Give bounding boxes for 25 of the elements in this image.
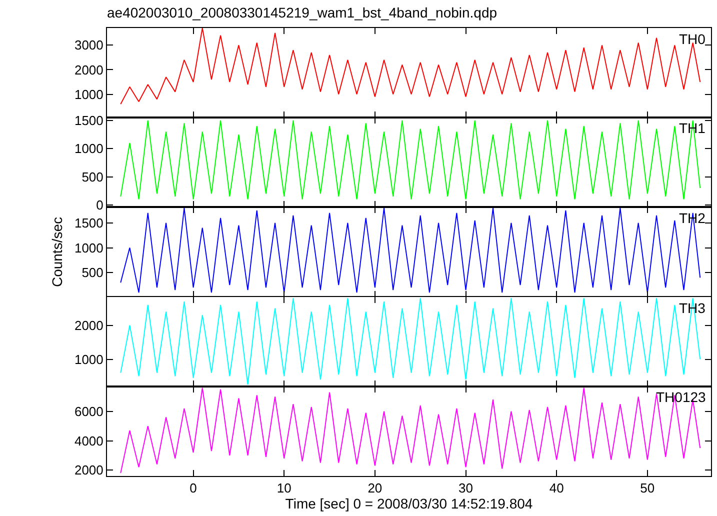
y-tick-label: 2000: [74, 318, 104, 333]
y-tick-label: 2000: [74, 62, 104, 78]
y-tick-label: 1000: [74, 141, 104, 156]
y-tick-label: 1500: [74, 112, 104, 128]
y-tick-label: 3000: [74, 38, 104, 53]
y-tick-label: 500: [82, 265, 104, 280]
chart-title: ae402003010_20080330145219_wam1_bst_4band_nobin.qdp: [107, 4, 498, 21]
x-tick-label: 40: [549, 480, 564, 496]
y-tick-label: 1500: [74, 215, 104, 230]
y-tick-label: 1000: [74, 352, 104, 367]
y-axis-title: Counts/sec: [49, 216, 66, 288]
y-tick-label: 4000: [74, 433, 104, 448]
x-tick-label: 50: [640, 480, 655, 496]
y-tick-label: 500: [82, 169, 104, 184]
x-tick-label: 0: [190, 480, 197, 496]
x-tick-label: 20: [368, 480, 382, 496]
y-tick-label: 6000: [74, 404, 104, 419]
annotation: TH0: [679, 31, 706, 47]
y-tick-label: 2000: [74, 462, 104, 478]
x-tick-label: 10: [276, 480, 292, 496]
y-tick-label: 1000: [74, 86, 104, 102]
y-tick-label: 0: [96, 198, 104, 212]
x-tick-label: 30: [458, 480, 474, 496]
x-axis-title: Time [sec] 0 = 2008/03/30 14:52:19.804: [285, 496, 533, 512]
y-tick-label: 1000: [74, 240, 104, 256]
